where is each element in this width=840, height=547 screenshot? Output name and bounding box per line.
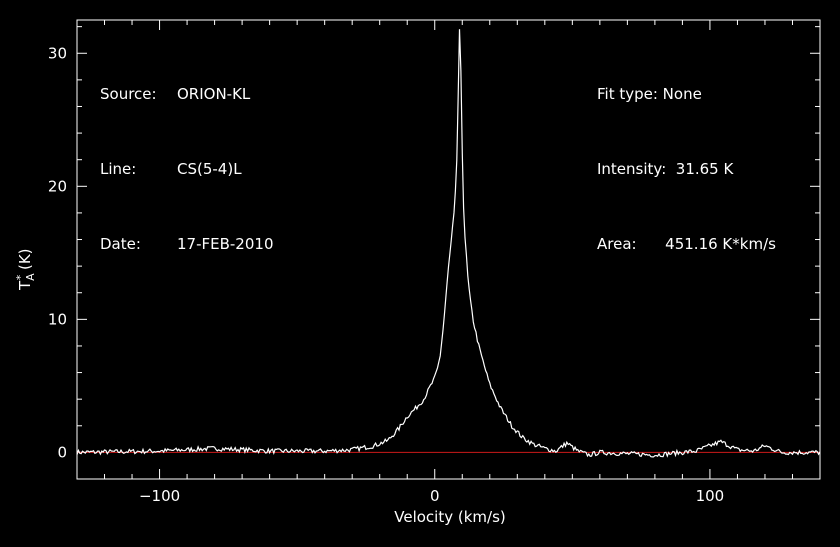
y-tick-label: 30 (48, 44, 67, 62)
y-tick-label: 0 (57, 443, 67, 461)
x-tick-label: 100 (696, 487, 725, 505)
y-tick-label: 10 (48, 310, 67, 328)
date-key: Date: (100, 235, 141, 253)
line-value: CS(5-4)L (177, 160, 242, 178)
spectrum-line (76, 29, 821, 458)
area-text: Area: 451.16 K*km/s (597, 235, 776, 253)
y-axis-label: TA* (K) (14, 248, 37, 290)
x-tick-label: 0 (430, 487, 440, 505)
x-tick-label: −100 (139, 487, 180, 505)
observation-info: Source: ORION-KL Line: CS(5-4)L Date: 17-FE… (100, 32, 273, 282)
axis-tick-labels: −100 0 100 0 10 20 30 (48, 44, 724, 505)
date-value: 17-FEB-2010 (177, 235, 274, 253)
intensity-text: Intensity: 31.65 K (597, 160, 734, 178)
x-axis-label: Velocity (km/s) (394, 508, 506, 526)
fit-type-text: Fit type: None (597, 85, 702, 103)
line-key: Line: (100, 160, 137, 178)
fit-info: Fit type: None Intensity: 31.65 K Area: … (597, 32, 776, 282)
y-tick-label: 20 (48, 177, 67, 195)
source-value: ORION-KL (177, 85, 251, 103)
source-key: Source: (100, 85, 157, 103)
plot-frame (76, 19, 821, 480)
